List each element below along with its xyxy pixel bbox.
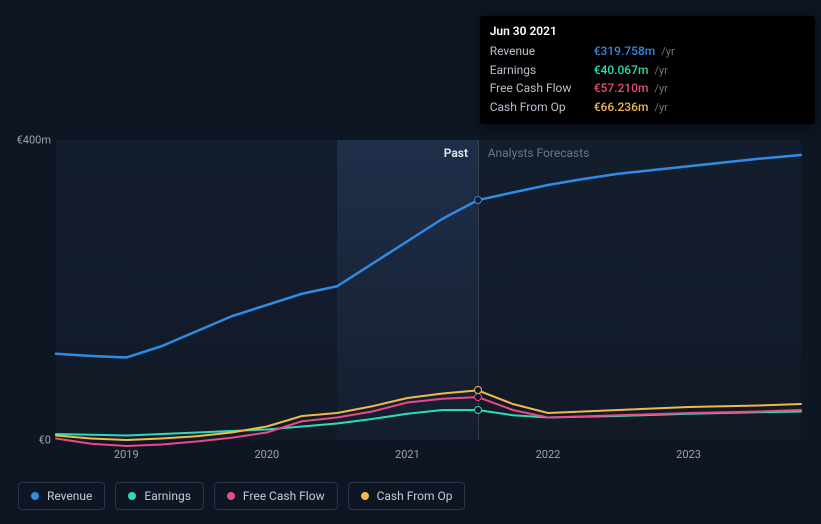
legend-label: Cash From Op <box>377 489 453 503</box>
x-axis-label: 2021 <box>395 448 420 461</box>
x-axis-label: 2022 <box>536 448 561 461</box>
tooltip-row: Earnings €40.067m/yr <box>490 61 805 80</box>
tooltip-row-unit: /yr <box>661 44 674 61</box>
x-axis-label: 2019 <box>114 448 139 461</box>
series-line-cash-from-op <box>56 390 801 440</box>
tooltip-row: Cash From Op €66.236m/yr <box>490 98 805 117</box>
y-axis-label: €0 <box>39 434 51 447</box>
chart-tooltip: Jun 30 2021 Revenue €319.758m/yr Earnings €… <box>480 16 815 124</box>
tooltip-row: Revenue €319.758m/yr <box>490 42 805 61</box>
legend-dot-icon <box>227 492 235 500</box>
tooltip-row-label: Cash From Op <box>490 98 588 116</box>
legend-dot-icon <box>128 492 136 500</box>
tooltip-row: Free Cash Flow €57.210m/yr <box>490 79 805 98</box>
tooltip-row-unit: /yr <box>654 100 667 117</box>
legend-dot-icon <box>361 492 369 500</box>
series-marker <box>474 196 482 204</box>
tooltip-date: Jun 30 2021 <box>490 24 805 38</box>
tooltip-row-unit: /yr <box>654 81 667 98</box>
tooltip-row-label: Earnings <box>490 61 588 79</box>
tooltip-row-unit: /yr <box>654 63 667 80</box>
y-axis-label: €400m <box>17 134 51 147</box>
tooltip-row-value: €319.758m <box>594 42 656 60</box>
chart-legend: Revenue Earnings Free Cash Flow Cash From O… <box>18 482 465 510</box>
series-marker <box>474 386 482 394</box>
legend-item-cash-from-op[interactable]: Cash From Op <box>348 482 466 510</box>
tooltip-row-value: €66.236m <box>594 98 649 116</box>
x-axis-label: 2020 <box>254 448 279 461</box>
series-line-revenue <box>56 155 801 358</box>
tooltip-row-label: Free Cash Flow <box>490 79 588 97</box>
legend-label: Revenue <box>47 489 92 503</box>
tooltip-row-label: Revenue <box>490 42 588 60</box>
legend-dot-icon <box>31 492 39 500</box>
legend-label: Earnings <box>144 489 191 503</box>
financials-chart: Past Analysts Forecasts €0€400m 20192020… <box>18 0 803 475</box>
legend-item-revenue[interactable]: Revenue <box>18 482 105 510</box>
legend-label: Free Cash Flow <box>243 489 325 503</box>
tooltip-row-value: €57.210m <box>594 79 649 97</box>
x-axis-labels: 2019 2020 2021 2022 2023 <box>56 448 801 468</box>
series-marker <box>474 406 482 414</box>
tooltip-row-value: €40.067m <box>594 61 649 79</box>
x-axis-label: 2023 <box>676 448 701 461</box>
legend-item-earnings[interactable]: Earnings <box>115 482 204 510</box>
legend-item-free-cash-flow[interactable]: Free Cash Flow <box>214 482 338 510</box>
